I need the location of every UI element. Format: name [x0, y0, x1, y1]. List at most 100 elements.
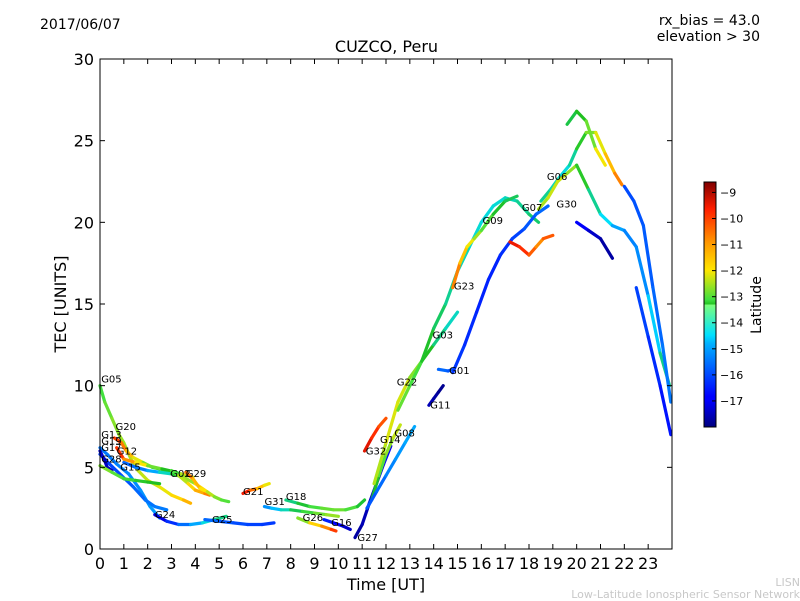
track-segment: [622, 184, 636, 203]
track-segment: [143, 498, 157, 509]
track-segment: [472, 228, 483, 241]
track-segment: [646, 294, 662, 355]
satellite-track-g26: [296, 516, 338, 533]
track-segment: [517, 245, 531, 257]
track-segment: [124, 449, 135, 460]
track-segment: [555, 171, 569, 184]
track-segment: [181, 475, 197, 486]
track-segment: [377, 452, 388, 478]
track-segment: [479, 204, 495, 224]
x-tick-label: 20: [566, 554, 586, 573]
track-segment: [169, 493, 186, 502]
track-segment: [284, 498, 300, 505]
satellite-track-g32: [362, 416, 388, 453]
track-segment: [308, 521, 324, 528]
track-segment: [527, 245, 538, 257]
track-segment: [110, 416, 121, 437]
track-segment: [355, 498, 367, 509]
y-tick-label: 25: [74, 132, 94, 151]
satellite-track-g31: [262, 504, 340, 518]
colorbar-tick-label: −12: [720, 265, 743, 278]
track-segment: [522, 212, 538, 231]
satellite-track-g16: [322, 517, 352, 532]
y-axis-label: TEC [UNITS]: [51, 256, 70, 354]
rx-bias-note: rx_bias = 43.0: [658, 13, 760, 29]
track-segment: [98, 446, 109, 456]
x-tick-label: 10: [328, 554, 348, 573]
track-segment: [370, 424, 381, 440]
track-segment: [594, 130, 607, 156]
colorbar-tick-label: −15: [720, 343, 743, 356]
track-segment: [586, 228, 603, 241]
track-segment: [646, 335, 662, 388]
track-segment: [341, 524, 352, 532]
satellite-track-g16b: [634, 286, 673, 437]
y-tick-label: 15: [74, 295, 94, 314]
track-segment: [136, 469, 150, 482]
chart-title: CUZCO, Peru: [334, 37, 439, 56]
x-tick-label: 8: [286, 554, 296, 573]
track-segment: [372, 441, 388, 486]
track-segment: [503, 194, 519, 203]
track-segment: [300, 509, 317, 515]
track-segment: [188, 521, 205, 527]
track-segment: [651, 286, 665, 347]
track-segment: [458, 245, 469, 265]
satellite-label: G06: [547, 172, 567, 183]
track-segment: [153, 513, 169, 523]
track-segment: [463, 310, 479, 347]
x-tick-label: 23: [638, 554, 658, 573]
track-segment: [110, 470, 126, 481]
satellite-label: G05: [101, 374, 121, 385]
track-segment: [362, 436, 374, 453]
y-tick-label: 30: [74, 50, 94, 69]
satellite-label: G17: [101, 443, 121, 454]
track-segment: [184, 470, 195, 481]
track-segment: [103, 400, 114, 420]
track-segment: [613, 171, 624, 187]
track-segment: [539, 188, 553, 203]
colorbar-tick-label: −17: [720, 395, 743, 408]
track-segment: [320, 506, 336, 512]
satellite-label: G27: [357, 533, 377, 544]
track-segment: [558, 163, 572, 179]
x-tick-label: 18: [519, 554, 539, 573]
track-segment: [396, 375, 412, 404]
satellite-track-g25: [203, 517, 276, 527]
satellite-track-g26b: [575, 220, 615, 260]
x-tick-label: 14: [423, 554, 443, 573]
x-tick-label: 15: [447, 554, 467, 573]
x-axis-label: Time [UT]: [346, 575, 425, 594]
track-segment: [396, 384, 412, 412]
track-segment: [491, 196, 507, 208]
satellite-label: G12: [117, 446, 137, 457]
track-segment: [603, 152, 617, 175]
x-tick-label: 19: [543, 554, 563, 573]
track-segment: [575, 130, 588, 151]
track-segment: [598, 237, 615, 260]
track-segment: [575, 163, 591, 192]
track-segment: [436, 384, 445, 394]
track-segment: [131, 455, 145, 465]
track-segment: [536, 196, 550, 211]
track-segment: [384, 400, 400, 445]
track-segment: [146, 480, 162, 486]
track-segment: [465, 237, 476, 249]
track-segment: [451, 261, 462, 290]
chart-date: 2017/06/07: [40, 17, 121, 33]
satellite-track-g08: [365, 424, 417, 510]
track-segment: [384, 457, 398, 478]
x-tick-label: 12: [376, 554, 396, 573]
track-segment: [436, 367, 450, 373]
x-tick-label: 9: [309, 554, 319, 573]
satellite-label: G21: [243, 487, 263, 498]
satellite-label: G18: [286, 492, 306, 503]
track-segment: [146, 469, 162, 474]
satellite-track-g11: [427, 384, 445, 407]
track-segment: [157, 485, 174, 497]
track-segment: [308, 504, 324, 510]
satellite-label: G01: [449, 366, 469, 377]
watermark-network: Low-Latitude Ionospheric Sensor Network: [571, 588, 800, 601]
track-segment: [115, 462, 131, 476]
